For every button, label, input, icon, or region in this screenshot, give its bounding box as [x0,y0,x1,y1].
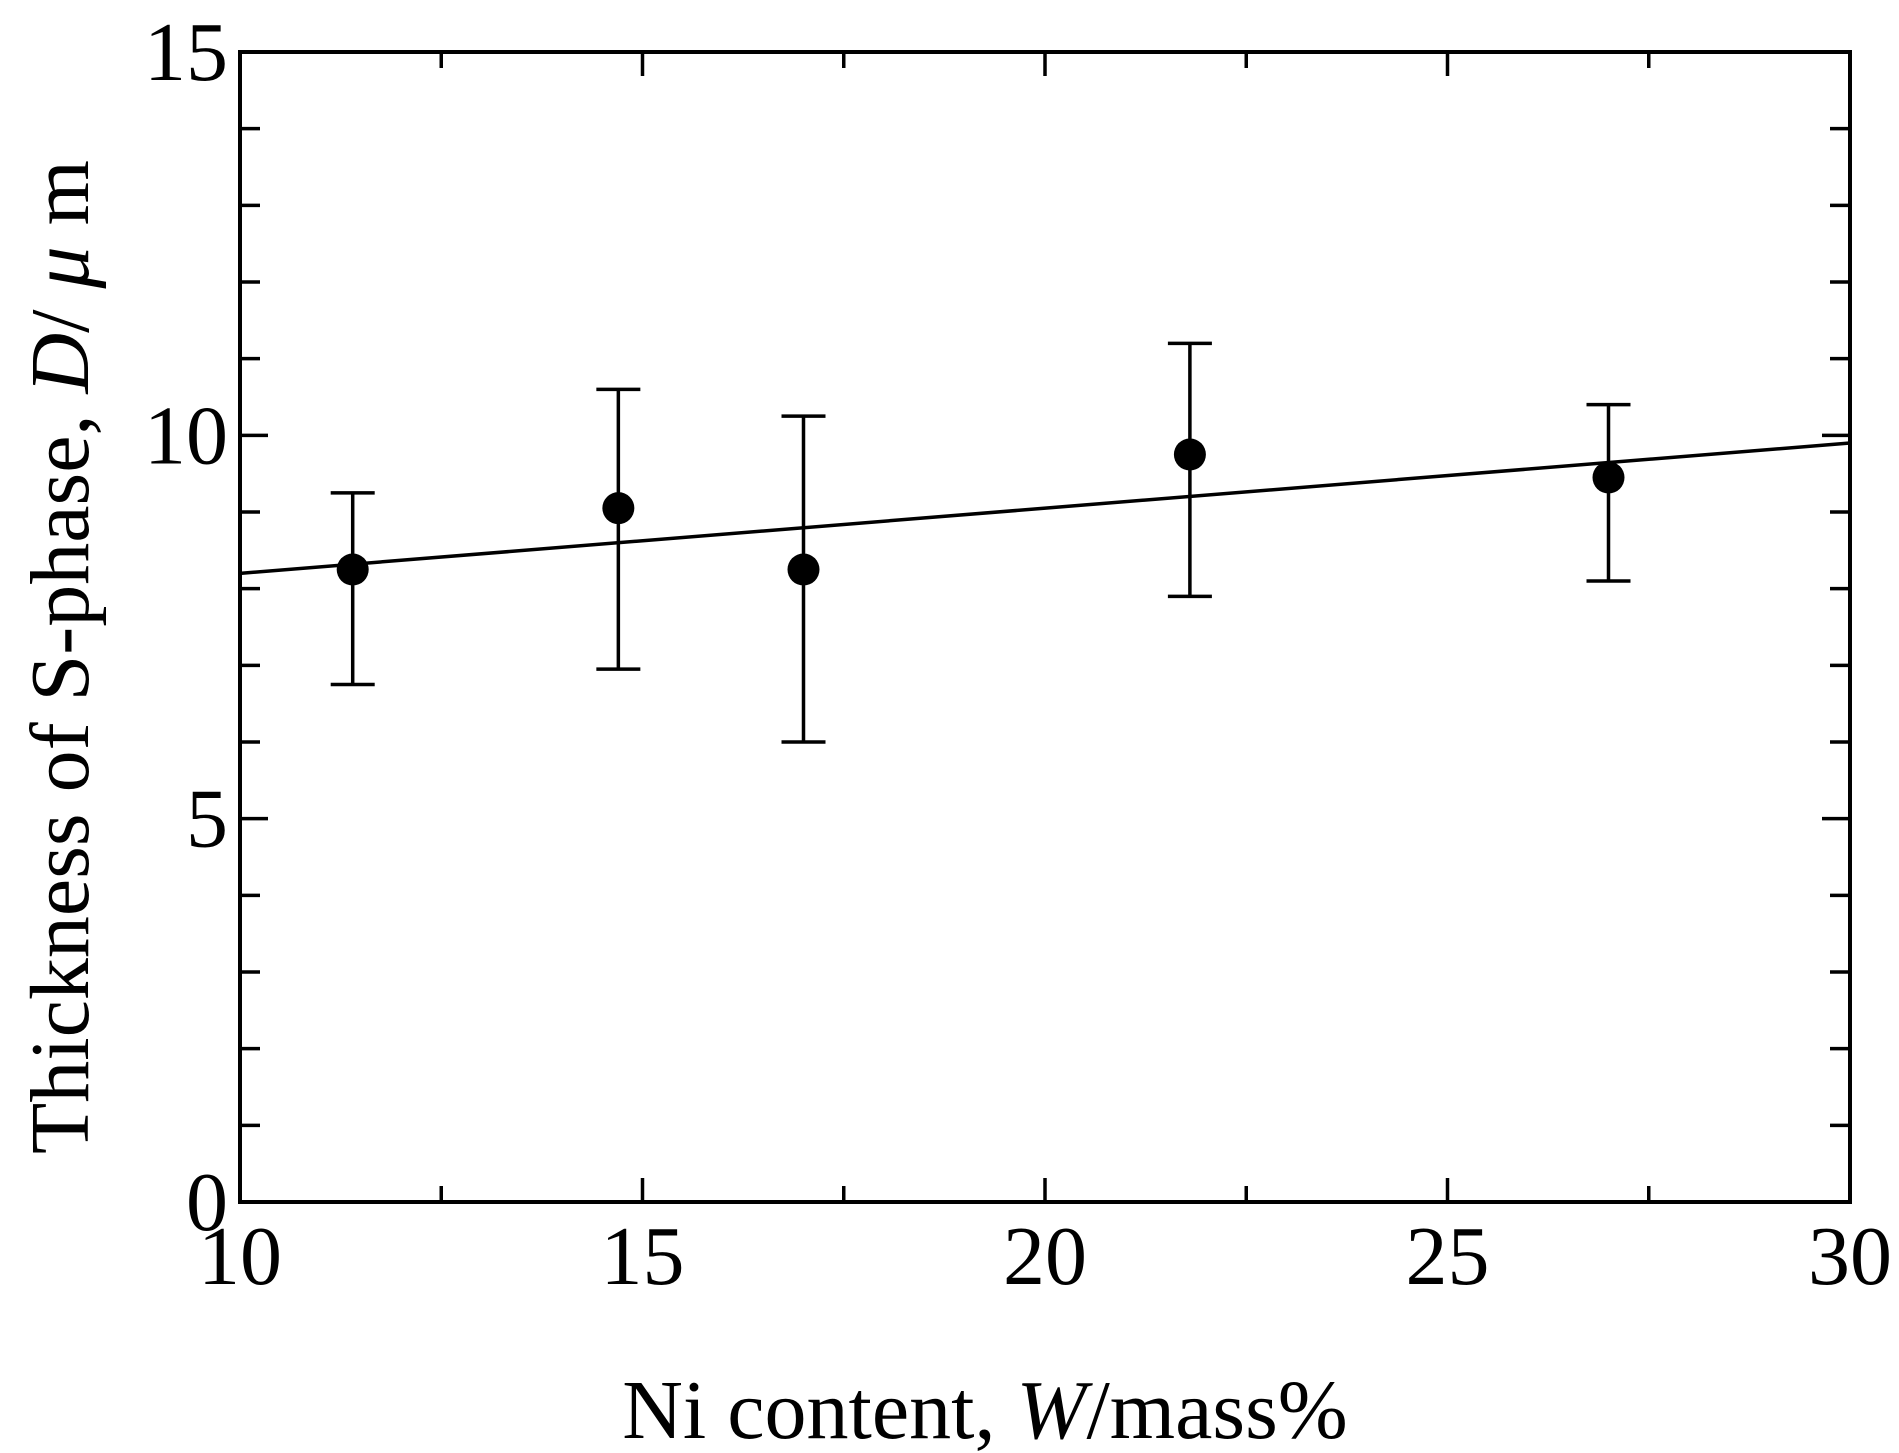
y-axis-title-variable: D [14,333,107,395]
y-axis-title-separator: / [14,288,107,332]
major-ticks [238,50,1852,1204]
minor-ticks [240,52,1850,1202]
x-axis-title-prefix: Ni content, [622,1364,1016,1453]
y-axis-title: Thickness of S-phase, D/ μ m [14,160,107,1154]
error-bars [330,341,1631,744]
x-axis-title-variable: W [1016,1364,1093,1453]
x-axis-title-unit: /mass% [1086,1364,1347,1453]
data-point [336,553,369,586]
y-axis-title-prefix: Thickness of S-phase, [14,394,107,1155]
x-tick-label: 10 [198,1210,282,1303]
data-point [602,492,635,525]
y-axis-title-unit-mu: μ [14,246,107,289]
data-point [1592,461,1625,494]
y-tick-label: 5 [186,773,228,866]
y-tick-labels: 0 5 10 15 [144,6,228,1249]
x-tick-label: 20 [1003,1210,1087,1303]
y-tick-label: 15 [144,6,228,99]
y-tick-label: 10 [144,389,228,482]
data-point [1173,438,1206,471]
fit-line-group [239,441,1851,576]
y-tick-label: 0 [186,1156,228,1249]
data-points [336,438,1625,586]
plot-frame [238,50,1852,1204]
x-tick-label: 15 [601,1210,685,1303]
y-axis-title-unit: m [14,160,107,246]
x-tick-label: 25 [1406,1210,1490,1303]
x-tick-label: 30 [1808,1210,1892,1303]
x-tick-labels: 10 15 20 25 30 [198,1210,1892,1303]
x-axis-title: Ni content, W/mass% [622,1364,1348,1453]
fit-line [239,441,1851,576]
data-point [787,553,820,586]
